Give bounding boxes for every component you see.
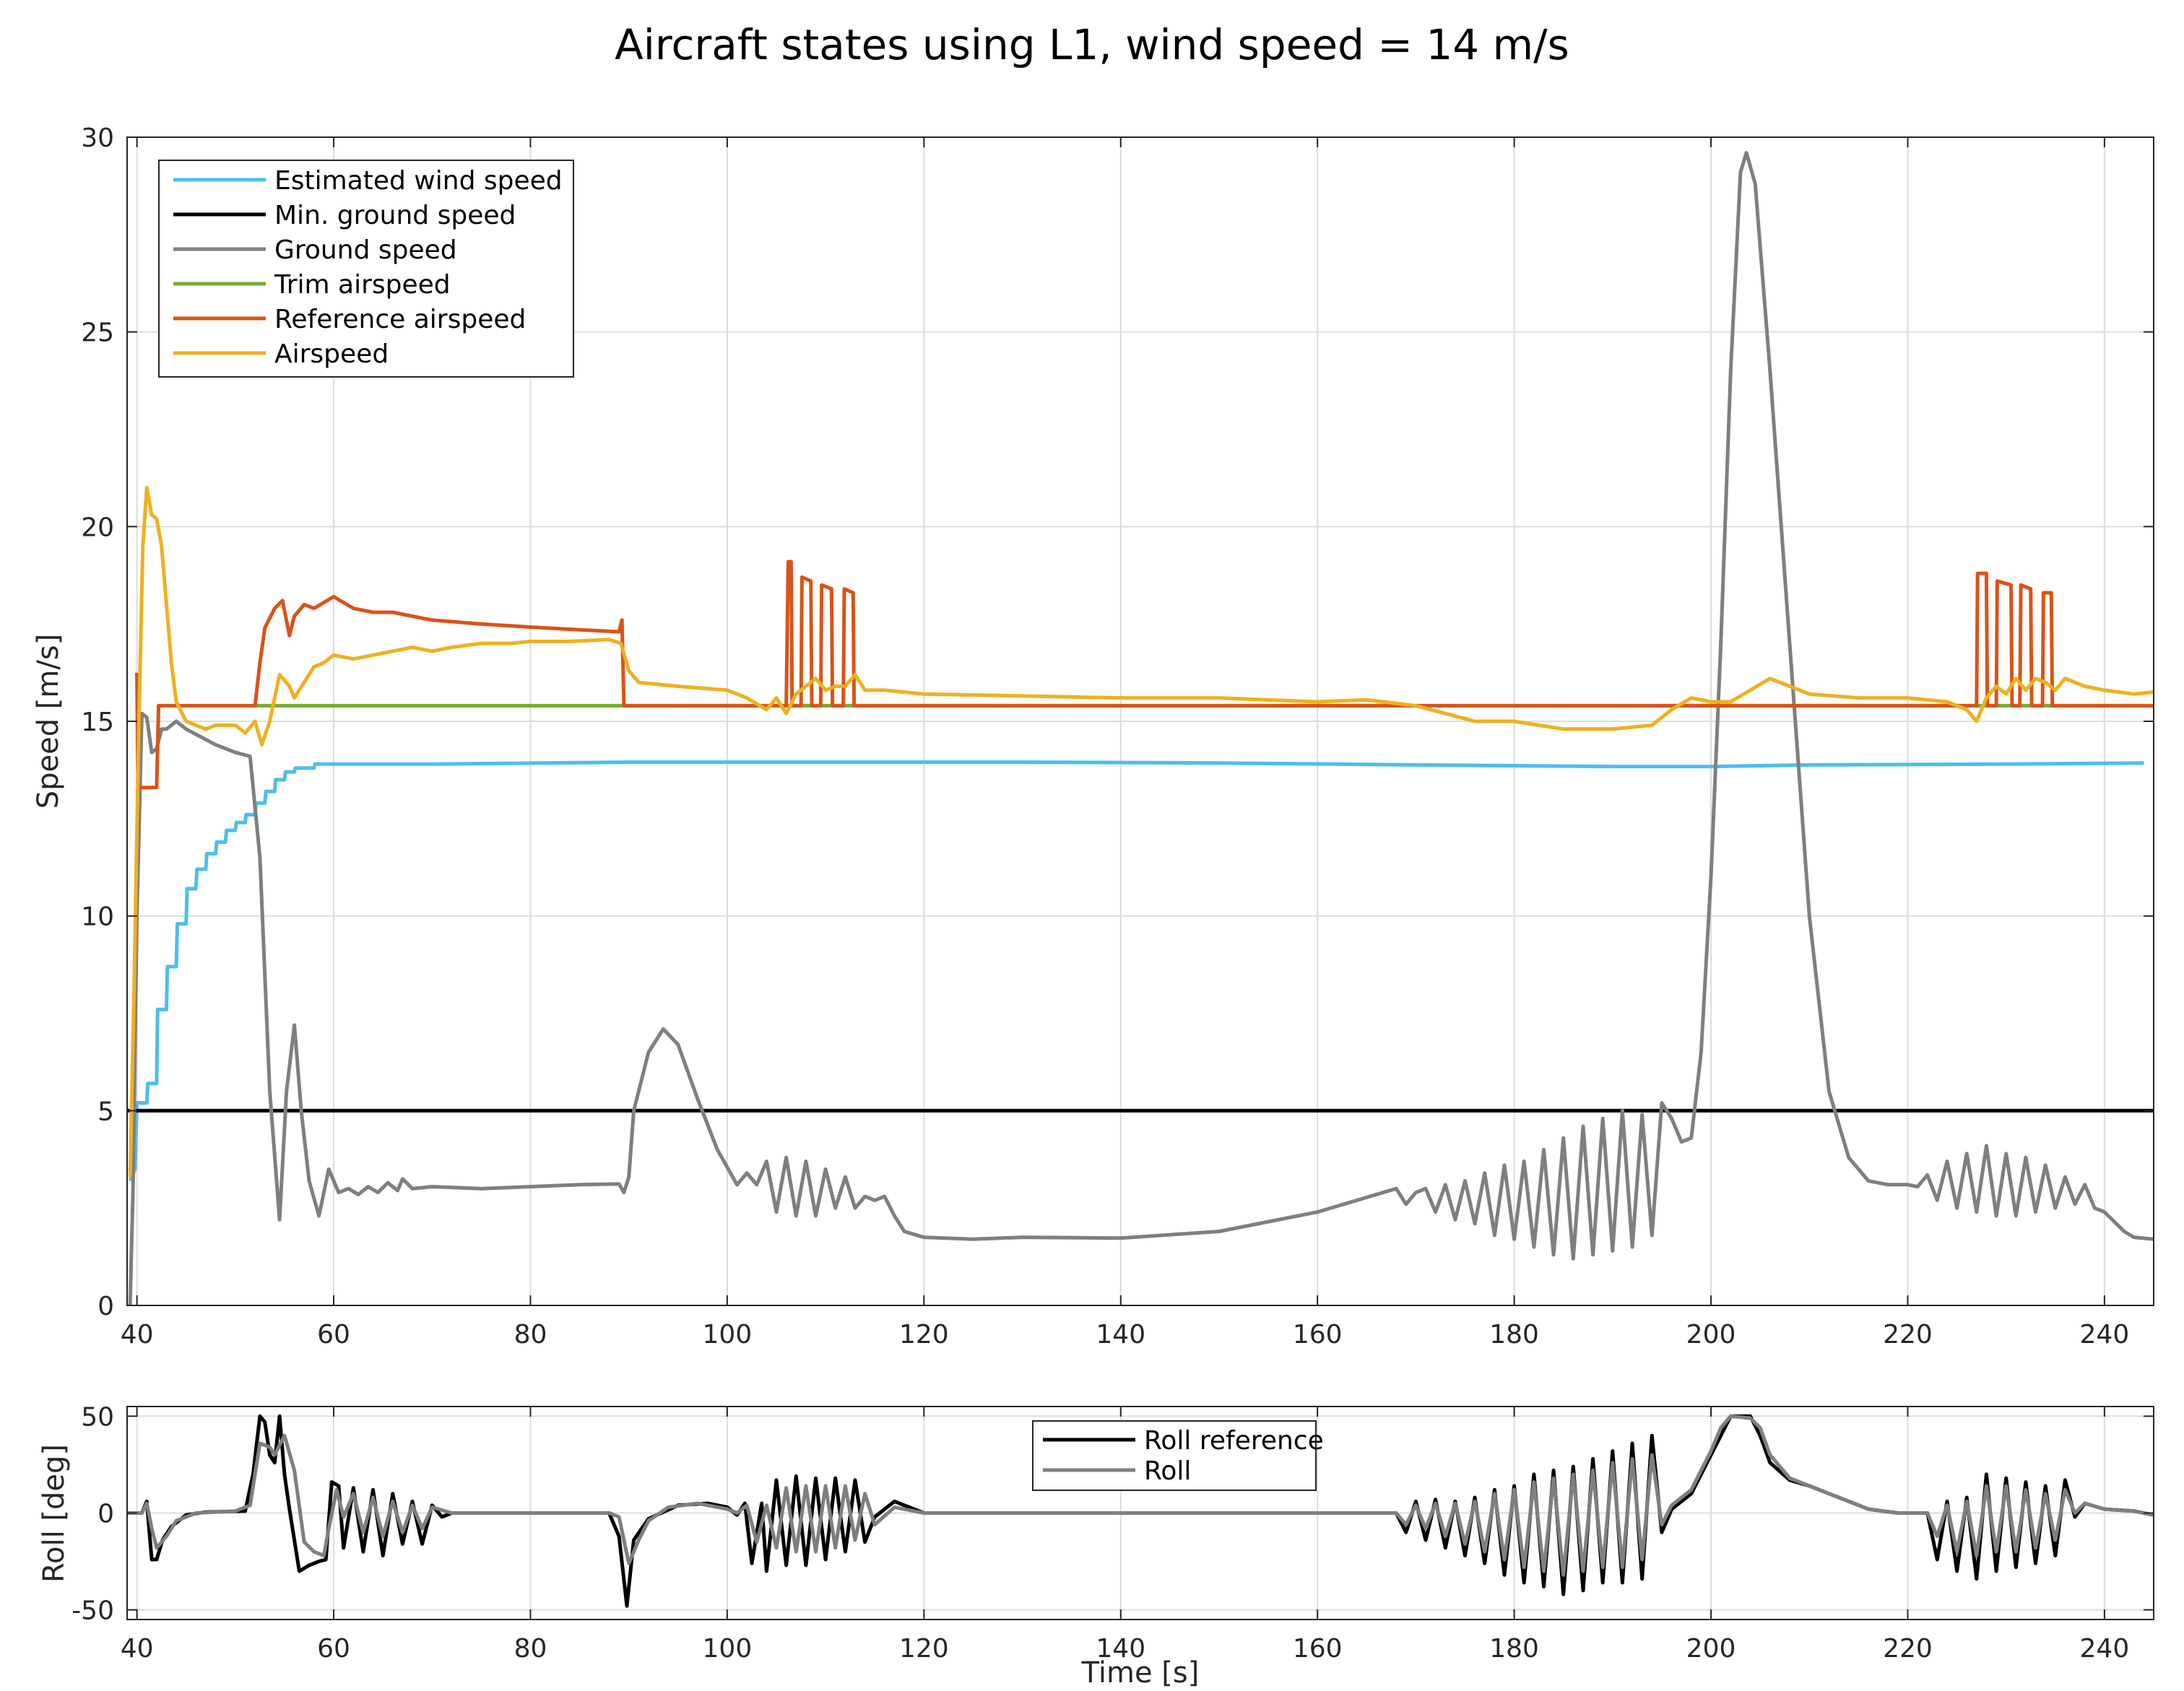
- legend-label-roll-reference: Roll reference: [1144, 1426, 1324, 1456]
- x-tick-label: 80: [514, 1320, 547, 1349]
- y-tick-label: 20: [81, 513, 114, 542]
- roll-series: [127, 1414, 2154, 1608]
- legend-label-estimated-wind-speed: Estimated wind speed: [274, 166, 563, 196]
- x-tick-label: 160: [1293, 1634, 1343, 1664]
- y-tick-label: -50: [72, 1596, 114, 1626]
- legend-label-min-ground-speed: Min. ground speed: [274, 201, 516, 230]
- roll-y-axis-label: Roll [deg]: [38, 1444, 71, 1583]
- figure-title: Aircraft states using L1, wind speed = 1…: [615, 20, 1569, 69]
- legend-label-roll: Roll: [1144, 1456, 1191, 1486]
- x-tick-label: 180: [1489, 1634, 1539, 1664]
- y-tick-label: 50: [81, 1402, 114, 1432]
- speed-legend: Estimated wind speed Min. ground speed Gro…: [158, 160, 574, 378]
- x-tick-label: 80: [514, 1634, 547, 1664]
- legend-label-ground-speed: Ground speed: [274, 235, 457, 265]
- speed-tick-labels: 40 60 80 100 120 140 160 180 200 220 240 0 5 10 15 20 25…: [81, 123, 2154, 1349]
- x-tick-label: 220: [1883, 1320, 1933, 1349]
- x-tick-label: 120: [899, 1320, 949, 1349]
- y-tick-label: 10: [81, 903, 114, 932]
- x-tick-label: 100: [703, 1634, 753, 1664]
- x-tick-label: 200: [1686, 1320, 1736, 1349]
- x-tick-label: 200: [1686, 1634, 1736, 1664]
- y-tick-label: 0: [98, 1500, 114, 1529]
- x-tick-label: 60: [317, 1634, 350, 1664]
- x-tick-label: 140: [1096, 1320, 1145, 1349]
- series-line-airspeed: [128, 485, 2154, 1178]
- roll-chart: 40 60 80 100 120 140 160 180 200 220 240 -50 0 50 Rol…: [38, 1402, 2154, 1690]
- x-tick-label: 100: [703, 1320, 753, 1349]
- series-line-ground-speed: [128, 151, 2154, 1305]
- legend-label-airspeed: Airspeed: [274, 339, 389, 369]
- legend-label-reference-airspeed: Reference airspeed: [274, 305, 526, 334]
- y-tick-label: 25: [81, 318, 114, 348]
- legend-label-trim-airspeed: Trim airspeed: [274, 270, 451, 300]
- series-line-reference-airspeed: [134, 560, 2154, 790]
- x-tick-label: 140: [1096, 1634, 1145, 1664]
- x-tick-label: 60: [317, 1320, 350, 1349]
- series-line-estimated-wind-speed: [128, 760, 2144, 1182]
- series-line-roll: [127, 1414, 2154, 1577]
- y-tick-label: 30: [81, 123, 114, 153]
- speed-chart: 40 60 80 100 120 140 160 180 200 220 240 0 5 10 15 20 25…: [32, 123, 2154, 1349]
- x-tick-label: 240: [2080, 1634, 2130, 1664]
- roll-tick-labels: 40 60 80 100 120 140 160 180 200 220 240 -50 0 50: [72, 1402, 2154, 1664]
- x-tick-label: 40: [121, 1320, 154, 1349]
- x-tick-label: 40: [121, 1634, 154, 1664]
- speed-y-axis-label: Speed [m/s]: [32, 634, 65, 809]
- x-tick-label: 160: [1293, 1320, 1343, 1349]
- x-tick-label: 240: [2080, 1320, 2130, 1349]
- x-tick-label: 120: [899, 1634, 949, 1664]
- roll-legend-box: [1032, 1420, 1317, 1491]
- y-tick-label: 15: [81, 708, 114, 737]
- x-tick-label: 220: [1883, 1634, 1933, 1664]
- speed-series: [127, 151, 2154, 1305]
- speed-legend-box: [158, 160, 574, 378]
- y-tick-label: 5: [98, 1097, 114, 1126]
- x-tick-label: 180: [1489, 1320, 1539, 1349]
- y-tick-label: 0: [98, 1292, 114, 1321]
- roll-x-axis-label: Time [s]: [1081, 1656, 1200, 1690]
